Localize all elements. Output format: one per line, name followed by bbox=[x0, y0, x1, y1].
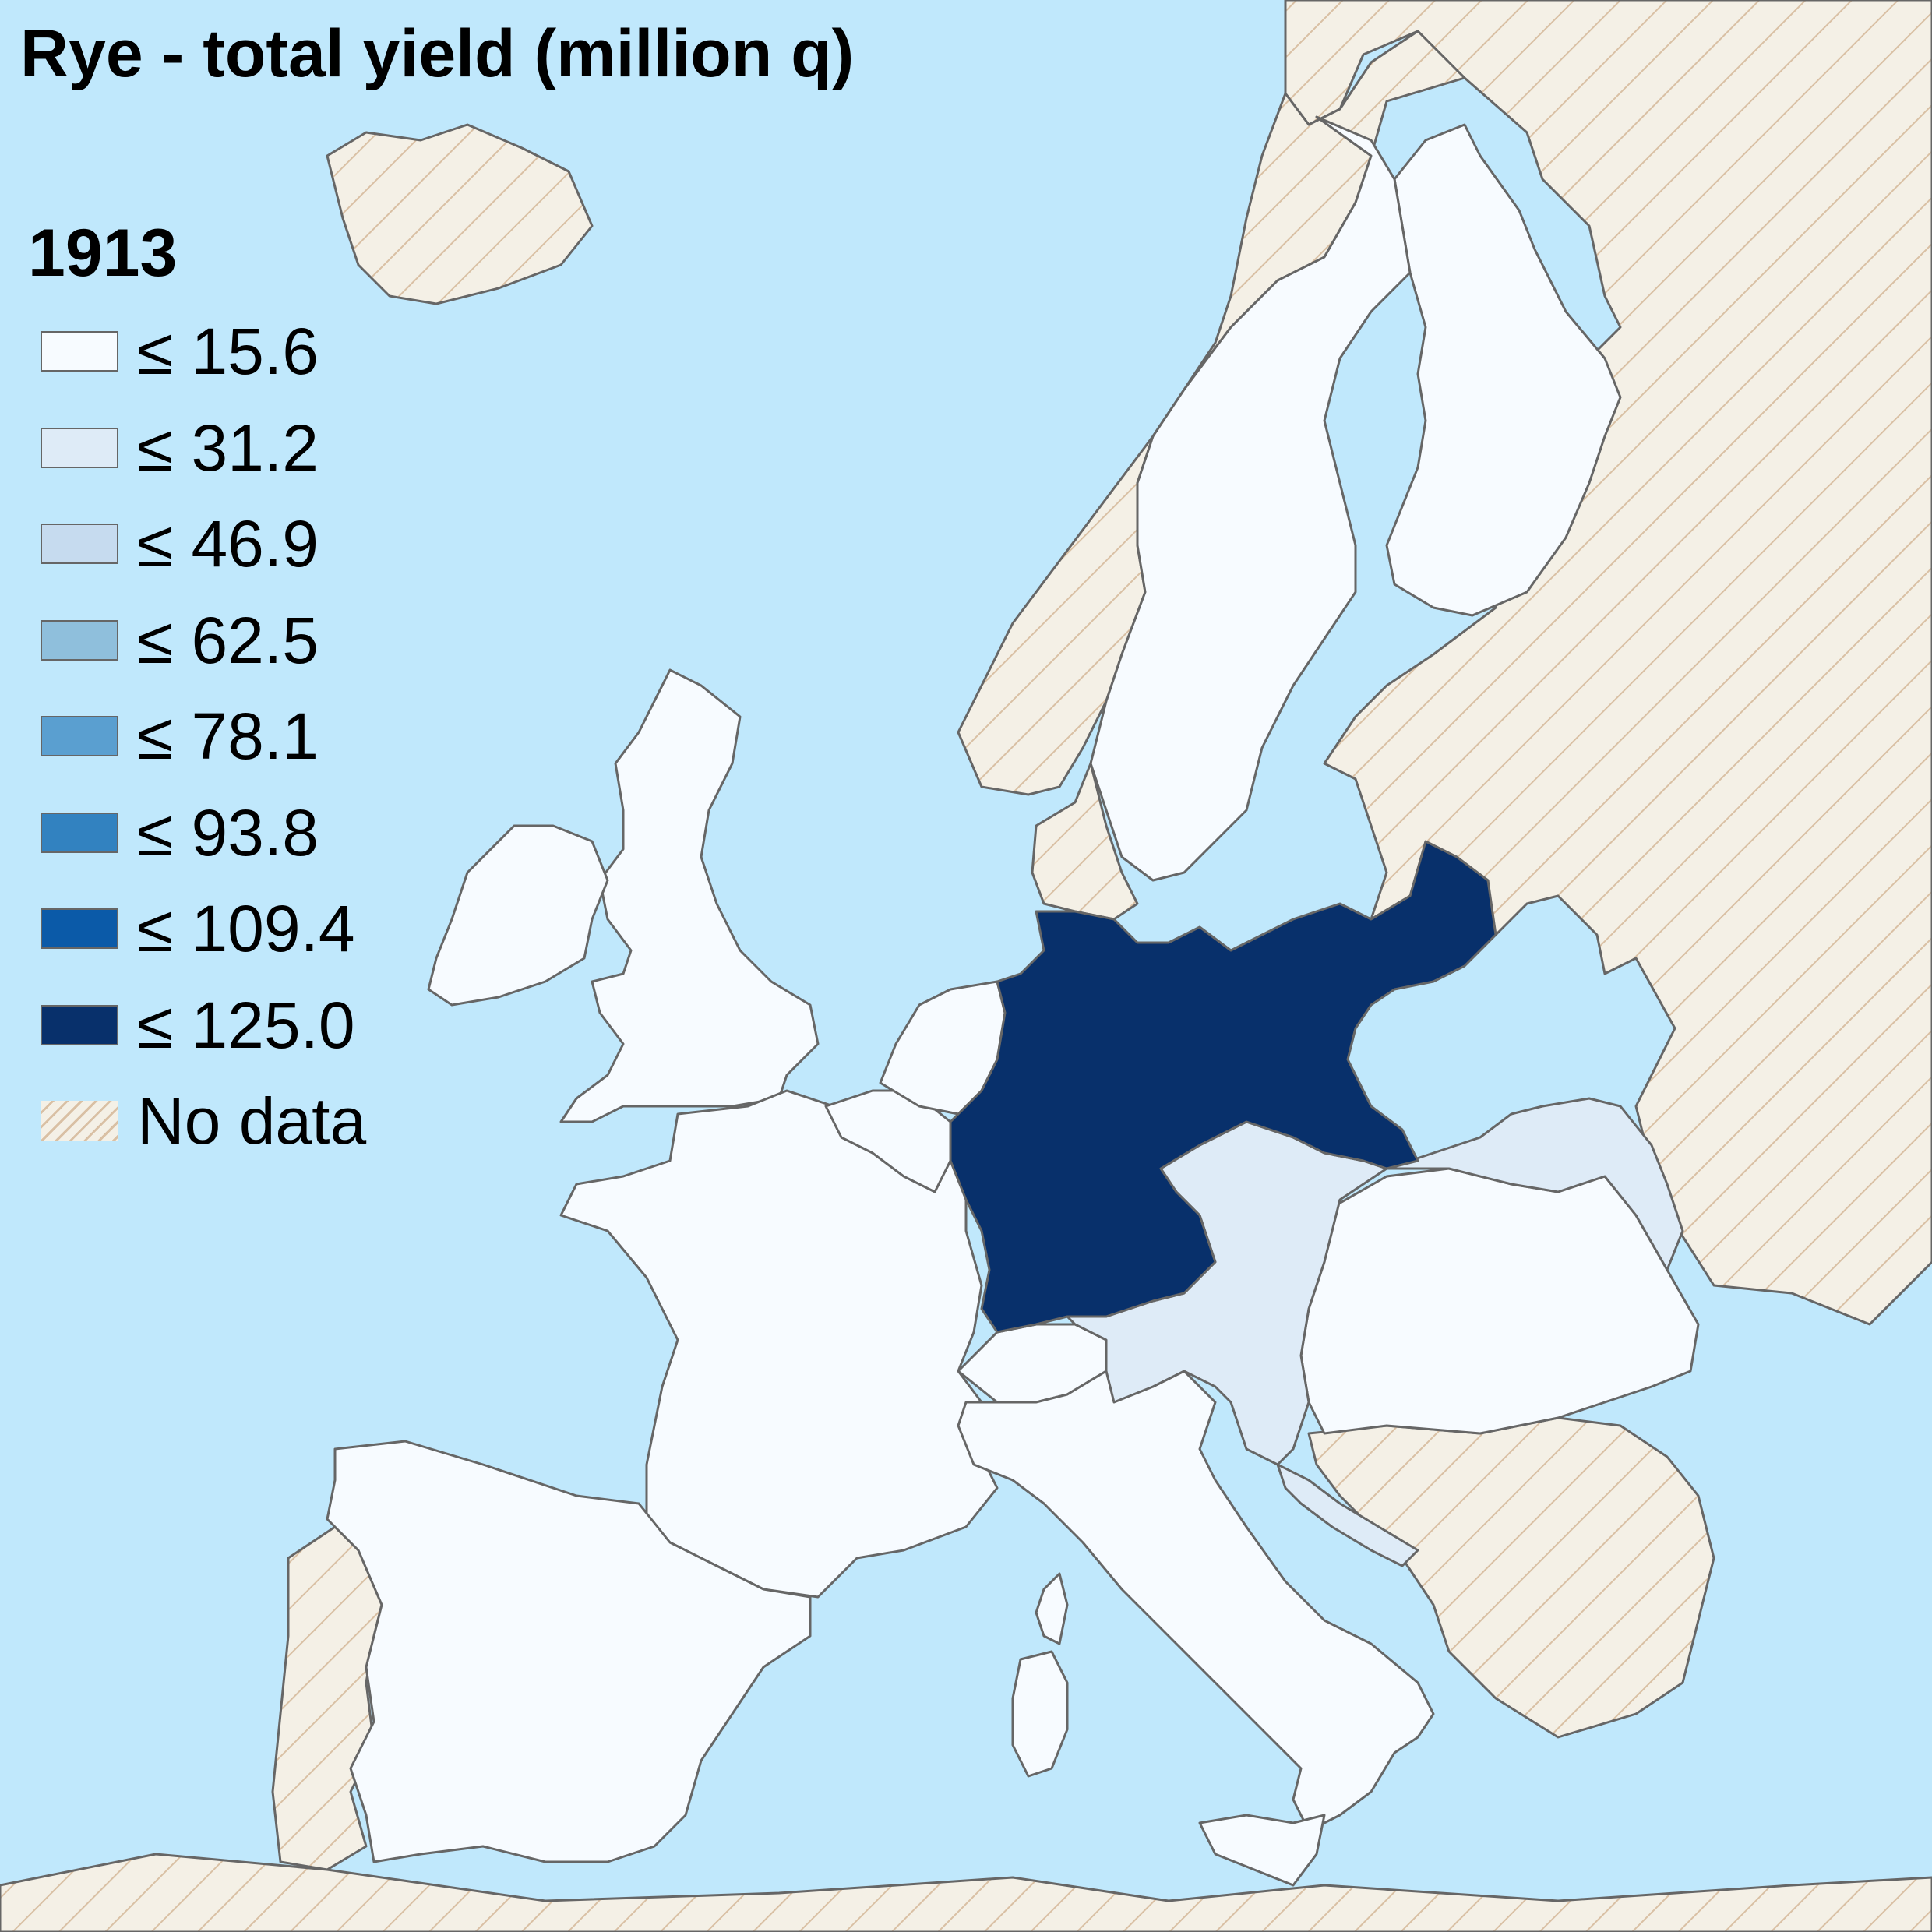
region-denmark bbox=[1031, 762, 1139, 921]
legend-swatch bbox=[41, 619, 118, 661]
legend-label: ≤ 93.8 bbox=[137, 795, 319, 869]
legend-label: ≤ 15.6 bbox=[137, 315, 319, 388]
region-dalmatia bbox=[1276, 1463, 1419, 1567]
legend-label: ≤ 109.4 bbox=[137, 892, 355, 965]
region-corsica bbox=[1035, 1572, 1069, 1645]
legend-label: ≤ 31.2 bbox=[137, 411, 319, 485]
legend-label: ≤ 46.9 bbox=[137, 507, 319, 580]
region-iceland bbox=[326, 123, 594, 305]
region-italy bbox=[957, 1370, 1435, 1832]
legend-swatch bbox=[41, 812, 118, 853]
legend-label: ≤ 125.0 bbox=[137, 988, 355, 1062]
region-sicily bbox=[1198, 1814, 1326, 1887]
legend-swatch bbox=[41, 716, 118, 756]
year-label: 1913 bbox=[28, 216, 178, 291]
legend-label: ≤ 62.5 bbox=[137, 603, 319, 677]
region-finland bbox=[1385, 123, 1622, 617]
legend-swatch bbox=[41, 524, 118, 564]
region-germany bbox=[949, 840, 1497, 1334]
legend-swatch bbox=[41, 427, 118, 468]
region-sardinia bbox=[1011, 1650, 1069, 1778]
region-austria-galicia bbox=[1385, 1097, 1684, 1271]
region-ireland bbox=[427, 824, 609, 1007]
region-russia bbox=[1284, 0, 1932, 1326]
legend-swatch bbox=[41, 908, 118, 949]
legend-label: ≤ 78.1 bbox=[137, 700, 319, 773]
region-north-africa bbox=[0, 1853, 1932, 1932]
legend-swatch bbox=[41, 331, 118, 372]
legend-swatch-no-data bbox=[41, 1101, 118, 1141]
region-sweden bbox=[1089, 115, 1412, 882]
legend-label: No data bbox=[137, 1084, 367, 1158]
region-spain bbox=[326, 1440, 812, 1863]
map-title: Rye - total yield (million q) bbox=[20, 16, 855, 91]
legend-swatch bbox=[41, 1004, 118, 1045]
